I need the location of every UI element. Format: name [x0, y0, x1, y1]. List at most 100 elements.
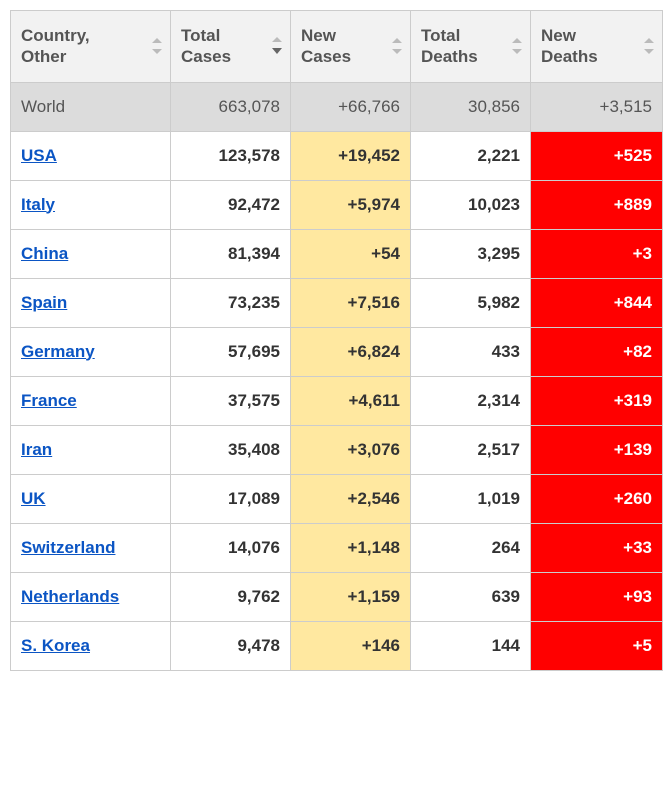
table-row: S. Korea 9,478+146144+5: [11, 621, 663, 670]
total-cases-cell: 81,394: [171, 229, 291, 278]
sort-icon: [150, 37, 164, 55]
country-cell: S. Korea: [11, 621, 171, 670]
new-cases-cell: +4,611: [291, 376, 411, 425]
covid-stats-table: Country,Other TotalCases NewCases TotalDeat…: [10, 10, 663, 671]
world-total-cases: 663,078: [171, 82, 291, 131]
sort-icon: [270, 37, 284, 55]
new-cases-cell: +1,148: [291, 523, 411, 572]
country-cell: Switzerland: [11, 523, 171, 572]
new-cases-cell: +54: [291, 229, 411, 278]
country-link[interactable]: USA: [21, 146, 57, 165]
new-deaths-cell: +525: [531, 131, 663, 180]
country-link[interactable]: Spain: [21, 293, 67, 312]
country-link[interactable]: France: [21, 391, 77, 410]
new-deaths-cell: +889: [531, 180, 663, 229]
total-cases-cell: 123,578: [171, 131, 291, 180]
column-header-label: NewCases: [301, 26, 351, 66]
total-deaths-cell: 1,019: [411, 474, 531, 523]
world-row: World663,078+66,76630,856+3,515: [11, 82, 663, 131]
total-cases-cell: 73,235: [171, 278, 291, 327]
country-cell: Germany: [11, 327, 171, 376]
country-cell: UK: [11, 474, 171, 523]
total-cases-cell: 57,695: [171, 327, 291, 376]
new-deaths-cell: +33: [531, 523, 663, 572]
table-row: USA 123,578+19,4522,221+525: [11, 131, 663, 180]
total-cases-cell: 9,762: [171, 572, 291, 621]
total-deaths-cell: 639: [411, 572, 531, 621]
table-row: Italy 92,472+5,97410,023+889: [11, 180, 663, 229]
total-cases-cell: 14,076: [171, 523, 291, 572]
new-deaths-cell: +93: [531, 572, 663, 621]
country-cell: Spain: [11, 278, 171, 327]
column-header-total-cases[interactable]: TotalCases: [171, 11, 291, 83]
sort-icon: [510, 37, 524, 55]
column-header-label: NewDeaths: [541, 26, 598, 66]
column-header-label: TotalCases: [181, 26, 231, 66]
country-link[interactable]: China: [21, 244, 68, 263]
total-deaths-cell: 10,023: [411, 180, 531, 229]
column-header-label: Country,Other: [21, 26, 90, 66]
sort-icon: [642, 37, 656, 55]
table-row: Switzerland 14,076+1,148264+33: [11, 523, 663, 572]
table-body: World663,078+66,76630,856+3,515 USA 123,57…: [11, 82, 663, 670]
country-link[interactable]: Italy: [21, 195, 55, 214]
column-header-total-deaths[interactable]: TotalDeaths: [411, 11, 531, 83]
total-cases-cell: 17,089: [171, 474, 291, 523]
new-deaths-cell: +139: [531, 425, 663, 474]
world-new-deaths: +3,515: [531, 82, 663, 131]
total-deaths-cell: 433: [411, 327, 531, 376]
new-cases-cell: +6,824: [291, 327, 411, 376]
table-row: Netherlands 9,762+1,159639+93: [11, 572, 663, 621]
world-country: World: [11, 82, 171, 131]
sort-icon: [390, 37, 404, 55]
country-link[interactable]: S. Korea: [21, 636, 90, 655]
total-deaths-cell: 2,517: [411, 425, 531, 474]
country-cell: France: [11, 376, 171, 425]
table-row: France 37,575+4,6112,314+319: [11, 376, 663, 425]
total-cases-cell: 92,472: [171, 180, 291, 229]
country-cell: Iran: [11, 425, 171, 474]
column-header-new-deaths[interactable]: NewDeaths: [531, 11, 663, 83]
new-deaths-cell: +82: [531, 327, 663, 376]
total-deaths-cell: 144: [411, 621, 531, 670]
table-row: China81,394+543,295+3: [11, 229, 663, 278]
table-header: Country,Other TotalCases NewCases TotalDeat…: [11, 11, 663, 83]
new-cases-cell: +5,974: [291, 180, 411, 229]
world-new-cases: +66,766: [291, 82, 411, 131]
column-header-country[interactable]: Country,Other: [11, 11, 171, 83]
country-cell: USA: [11, 131, 171, 180]
total-deaths-cell: 2,221: [411, 131, 531, 180]
country-link[interactable]: UK: [21, 489, 46, 508]
new-cases-cell: +7,516: [291, 278, 411, 327]
new-cases-cell: +146: [291, 621, 411, 670]
total-cases-cell: 9,478: [171, 621, 291, 670]
new-deaths-cell: +3: [531, 229, 663, 278]
total-deaths-cell: 2,314: [411, 376, 531, 425]
country-cell: Italy: [11, 180, 171, 229]
total-deaths-cell: 5,982: [411, 278, 531, 327]
column-header-label: TotalDeaths: [421, 26, 478, 66]
table-row: Spain 73,235+7,5165,982+844: [11, 278, 663, 327]
table-row: UK 17,089+2,5461,019+260: [11, 474, 663, 523]
table-row: Iran 35,408+3,0762,517+139: [11, 425, 663, 474]
column-header-new-cases[interactable]: NewCases: [291, 11, 411, 83]
total-cases-cell: 35,408: [171, 425, 291, 474]
country-cell: Netherlands: [11, 572, 171, 621]
new-cases-cell: +2,546: [291, 474, 411, 523]
new-cases-cell: +3,076: [291, 425, 411, 474]
new-deaths-cell: +844: [531, 278, 663, 327]
total-deaths-cell: 264: [411, 523, 531, 572]
country-link[interactable]: Germany: [21, 342, 95, 361]
world-total-deaths: 30,856: [411, 82, 531, 131]
country-cell: China: [11, 229, 171, 278]
total-cases-cell: 37,575: [171, 376, 291, 425]
new-cases-cell: +1,159: [291, 572, 411, 621]
new-deaths-cell: +319: [531, 376, 663, 425]
country-link[interactable]: Iran: [21, 440, 52, 459]
new-deaths-cell: +260: [531, 474, 663, 523]
new-deaths-cell: +5: [531, 621, 663, 670]
new-cases-cell: +19,452: [291, 131, 411, 180]
country-link[interactable]: Switzerland: [21, 538, 115, 557]
country-link[interactable]: Netherlands: [21, 587, 119, 606]
table-row: Germany 57,695+6,824433+82: [11, 327, 663, 376]
